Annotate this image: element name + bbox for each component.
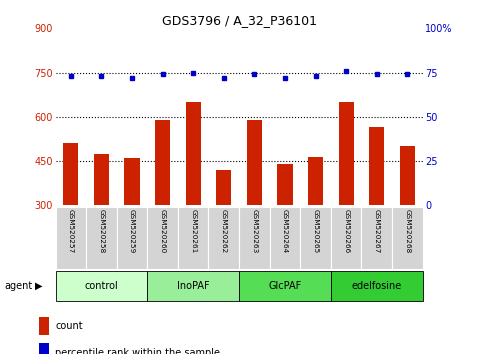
Bar bbox=[400, 146, 415, 205]
Bar bbox=[339, 102, 354, 205]
Text: InoPAF: InoPAF bbox=[177, 281, 210, 291]
Bar bbox=[147, 207, 178, 269]
Text: GSM520262: GSM520262 bbox=[221, 209, 227, 253]
Bar bbox=[185, 102, 201, 205]
Text: GSM520263: GSM520263 bbox=[251, 209, 257, 253]
Bar bbox=[270, 207, 300, 269]
Bar bbox=[56, 271, 147, 301]
Bar bbox=[392, 207, 423, 269]
Text: GSM520267: GSM520267 bbox=[374, 209, 380, 253]
Bar bbox=[239, 207, 270, 269]
Bar bbox=[94, 154, 109, 205]
Bar bbox=[361, 207, 392, 269]
Bar bbox=[308, 156, 323, 205]
Bar bbox=[300, 207, 331, 269]
Text: edelfosine: edelfosine bbox=[352, 281, 402, 291]
Text: GSM520266: GSM520266 bbox=[343, 209, 349, 253]
Bar bbox=[239, 271, 331, 301]
Bar bbox=[125, 158, 140, 205]
Bar bbox=[369, 127, 384, 205]
Bar bbox=[247, 120, 262, 205]
Text: GlcPAF: GlcPAF bbox=[269, 281, 301, 291]
Bar bbox=[63, 143, 78, 205]
Bar bbox=[277, 164, 293, 205]
Title: GDS3796 / A_32_P36101: GDS3796 / A_32_P36101 bbox=[162, 14, 316, 27]
Text: GSM520261: GSM520261 bbox=[190, 209, 196, 253]
Text: count: count bbox=[55, 321, 83, 331]
Bar bbox=[39, 343, 49, 354]
Text: GSM520260: GSM520260 bbox=[159, 209, 166, 253]
Bar bbox=[331, 271, 423, 301]
Text: GSM520265: GSM520265 bbox=[313, 209, 319, 253]
Text: GSM520259: GSM520259 bbox=[129, 209, 135, 253]
Bar bbox=[117, 207, 147, 269]
Text: ▶: ▶ bbox=[35, 281, 43, 291]
Text: GSM520258: GSM520258 bbox=[99, 209, 104, 253]
Text: percentile rank within the sample: percentile rank within the sample bbox=[55, 348, 220, 354]
Bar bbox=[147, 271, 239, 301]
Text: GSM520268: GSM520268 bbox=[404, 209, 411, 253]
Bar bbox=[209, 207, 239, 269]
Bar bbox=[331, 207, 361, 269]
Bar bbox=[39, 317, 49, 336]
Bar bbox=[178, 207, 209, 269]
Bar bbox=[56, 207, 86, 269]
Bar bbox=[86, 207, 117, 269]
Text: agent: agent bbox=[5, 281, 33, 291]
Text: GSM520264: GSM520264 bbox=[282, 209, 288, 253]
Text: GSM520257: GSM520257 bbox=[68, 209, 74, 253]
Bar bbox=[155, 120, 170, 205]
Bar bbox=[216, 170, 231, 205]
Text: control: control bbox=[85, 281, 118, 291]
